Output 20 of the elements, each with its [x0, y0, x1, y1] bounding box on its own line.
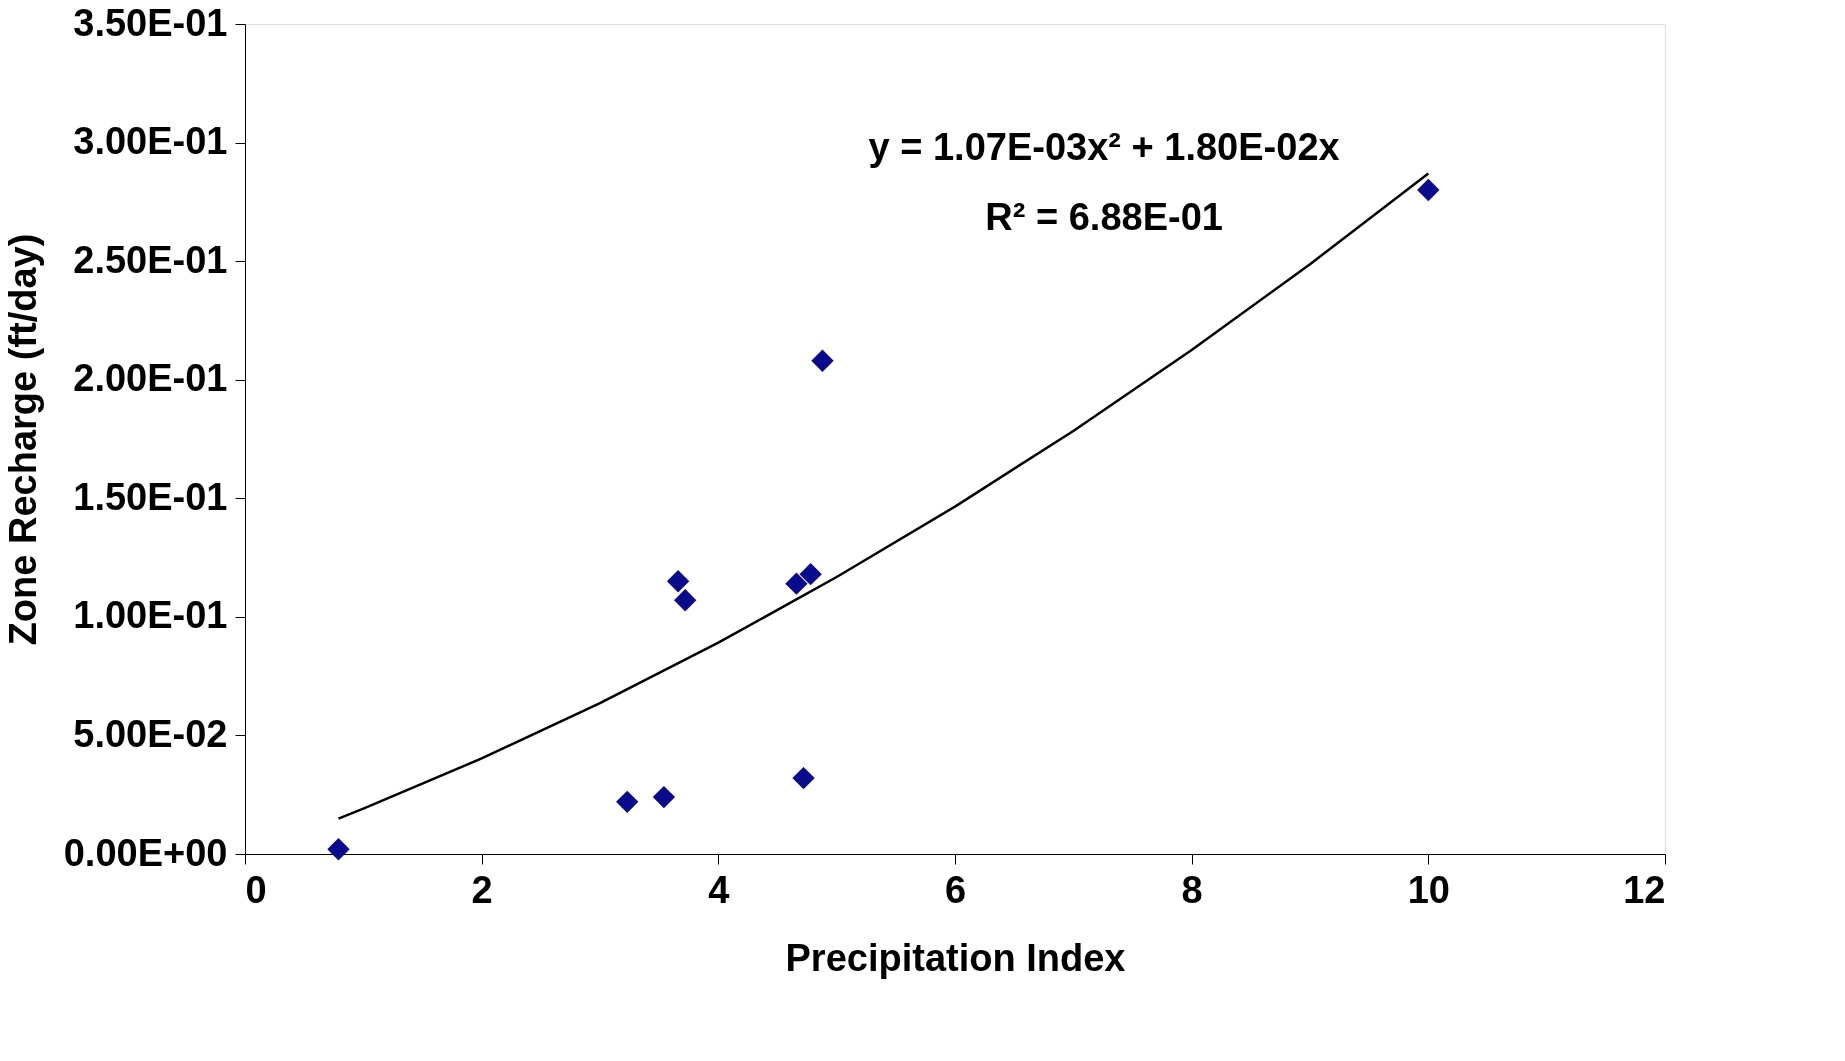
y-tick-label: 1.50E-01: [73, 475, 228, 518]
y-tick-label: 1.00E-01: [73, 594, 228, 637]
annotation: R² = 6.88E-01: [985, 196, 1223, 238]
y-tick-label: 5.00E-02: [73, 712, 228, 755]
x-tick-label: 0: [245, 868, 267, 911]
x-tick-label: 12: [1623, 868, 1666, 911]
x-tick-label: 10: [1407, 868, 1450, 911]
y-tick-label: 2.00E-01: [73, 357, 228, 400]
x-tick-label: 6: [944, 868, 967, 911]
y-tick-label: 3.50E-01: [73, 1, 228, 44]
x-tick-label: 2: [471, 868, 493, 911]
x-tick-label: 4: [708, 868, 730, 911]
x-tick-label: 8: [1181, 868, 1203, 911]
line-series: [337, 172, 1430, 820]
x-axis-title: Precipitation Index: [785, 936, 1126, 979]
y-tick-label: 3.00E-01: [73, 120, 228, 163]
annotation: y = 1.07E-03x² + 1.80E-02x: [868, 126, 1340, 168]
y-axis-title: Zone Recharge (ft/day): [1, 233, 44, 646]
y-tick-label: 0.00E+00: [63, 831, 228, 874]
y-tick-label: 2.50E-01: [73, 238, 228, 281]
